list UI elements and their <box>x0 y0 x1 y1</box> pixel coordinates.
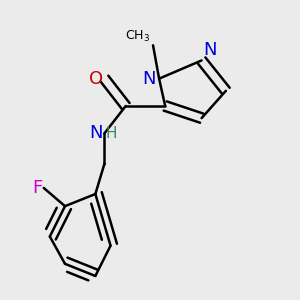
Text: F: F <box>32 179 42 197</box>
Text: H: H <box>106 126 118 141</box>
Text: O: O <box>89 70 103 88</box>
Text: N: N <box>89 124 103 142</box>
Text: N: N <box>142 70 156 88</box>
Text: N: N <box>203 41 217 59</box>
Text: CH$_3$: CH$_3$ <box>125 29 150 44</box>
